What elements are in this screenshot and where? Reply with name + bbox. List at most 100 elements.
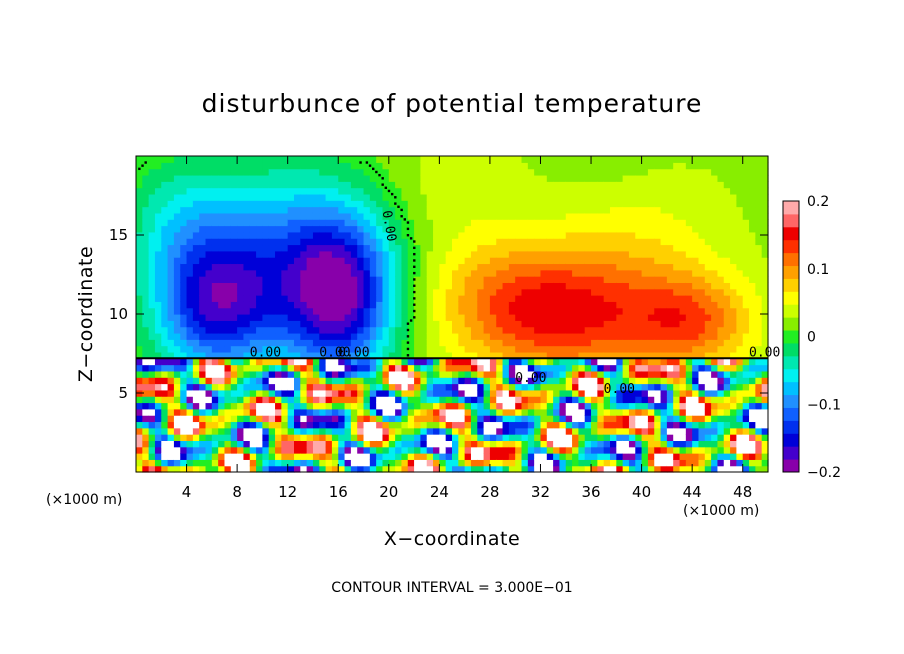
heatmap-cell bbox=[749, 276, 756, 283]
heatmap-cell bbox=[281, 168, 289, 176]
heatmap-cell bbox=[211, 415, 219, 423]
heatmap-cell bbox=[319, 434, 327, 441]
heatmap-cell bbox=[319, 156, 327, 163]
heatmap-cell bbox=[275, 453, 282, 460]
heatmap-cell bbox=[142, 257, 150, 265]
heatmap-cell bbox=[173, 358, 181, 366]
heatmap-cell bbox=[344, 377, 352, 385]
heatmap-cell bbox=[401, 212, 409, 220]
heatmap-cell bbox=[294, 402, 301, 410]
heatmap-cell bbox=[755, 212, 763, 220]
heatmap-cell bbox=[205, 434, 213, 441]
heatmap-cell bbox=[401, 332, 409, 340]
heatmap-cell bbox=[180, 427, 188, 435]
heatmap-cell bbox=[673, 276, 681, 283]
heatmap-cell bbox=[192, 370, 200, 378]
heatmap-cell bbox=[243, 276, 251, 283]
heatmap-cell bbox=[211, 307, 219, 315]
heatmap-cell bbox=[218, 181, 226, 189]
heatmap-cell bbox=[635, 358, 643, 366]
heatmap-cell bbox=[559, 320, 567, 328]
heatmap-cell bbox=[521, 453, 529, 460]
heatmap-cell bbox=[224, 326, 232, 334]
heatmap-cell bbox=[641, 181, 649, 189]
heatmap-cell bbox=[281, 156, 289, 163]
heatmap-cell bbox=[730, 459, 737, 467]
heatmap-cell bbox=[679, 307, 687, 315]
heatmap-cell bbox=[647, 345, 655, 353]
heatmap-cell bbox=[584, 288, 592, 296]
heatmap-cell bbox=[635, 162, 643, 170]
heatmap-cell bbox=[395, 276, 403, 283]
heatmap-cell bbox=[192, 345, 200, 353]
heatmap-cell bbox=[666, 459, 674, 467]
heatmap-cell bbox=[180, 377, 188, 385]
heatmap-cell bbox=[692, 200, 700, 208]
heatmap-cell bbox=[717, 250, 725, 258]
heatmap-cell bbox=[426, 244, 434, 252]
heatmap-cell bbox=[369, 320, 377, 328]
heatmap-cell bbox=[154, 200, 162, 208]
heatmap-cell bbox=[281, 301, 289, 309]
heatmap-cell bbox=[521, 408, 529, 416]
heatmap-cell bbox=[660, 434, 668, 441]
heatmap-cell bbox=[338, 415, 346, 423]
heatmap-cell bbox=[388, 193, 396, 201]
heatmap-cell bbox=[401, 345, 409, 353]
heatmap-cell bbox=[685, 181, 693, 189]
heatmap-cell bbox=[205, 364, 213, 372]
heatmap-cell bbox=[186, 244, 194, 252]
heatmap-cell bbox=[489, 257, 497, 265]
heatmap-cell bbox=[679, 408, 687, 416]
heatmap-cell bbox=[736, 174, 744, 182]
heatmap-cell bbox=[666, 231, 674, 239]
heatmap-cell bbox=[376, 231, 384, 239]
heatmap-cell bbox=[439, 370, 447, 378]
heatmap-cell bbox=[622, 219, 630, 227]
heatmap-cell bbox=[572, 320, 579, 328]
heatmap-cell bbox=[350, 231, 358, 239]
heatmap-cell bbox=[736, 345, 744, 353]
heatmap-cell bbox=[211, 200, 219, 208]
heatmap-cell bbox=[382, 370, 390, 378]
heatmap-cell bbox=[401, 193, 409, 201]
heatmap-cell bbox=[666, 187, 674, 195]
heatmap-cell bbox=[136, 212, 143, 220]
heatmap-cell bbox=[458, 156, 466, 163]
heatmap-cell bbox=[749, 250, 756, 258]
heatmap-cell bbox=[287, 187, 295, 195]
heatmap-cell bbox=[553, 446, 561, 454]
heatmap-cell bbox=[363, 389, 371, 397]
heatmap-cell bbox=[553, 345, 561, 353]
heatmap-cell bbox=[635, 307, 643, 315]
heatmap-cell bbox=[711, 434, 719, 441]
heatmap-cell bbox=[338, 434, 346, 441]
heatmap-cell bbox=[736, 212, 744, 220]
heatmap-cell bbox=[761, 181, 769, 189]
heatmap-cell bbox=[660, 282, 668, 290]
heatmap-cell bbox=[136, 225, 143, 233]
heatmap-cell bbox=[527, 358, 535, 366]
heatmap-cell bbox=[489, 434, 497, 441]
heatmap-cell bbox=[610, 250, 617, 258]
heatmap-cell bbox=[136, 193, 143, 201]
heatmap-cell bbox=[230, 276, 238, 283]
heatmap-cell bbox=[704, 408, 712, 416]
heatmap-cell bbox=[136, 459, 143, 467]
heatmap-cell bbox=[268, 301, 276, 309]
heatmap-cell bbox=[167, 282, 175, 290]
heatmap-cell bbox=[344, 408, 352, 416]
heatmap-cell bbox=[256, 206, 263, 214]
heatmap-cell bbox=[300, 238, 308, 246]
heatmap-cell bbox=[565, 181, 573, 189]
heatmap-cell bbox=[136, 206, 143, 214]
heatmap-cell bbox=[540, 263, 548, 271]
heatmap-cell bbox=[142, 408, 150, 416]
heatmap-cell bbox=[224, 231, 232, 239]
heatmap-cell bbox=[312, 276, 320, 283]
heatmap-cell bbox=[546, 269, 554, 277]
heatmap-cell bbox=[628, 168, 636, 176]
heatmap-cell bbox=[439, 219, 447, 227]
heatmap-cell bbox=[186, 295, 194, 302]
heatmap-cell bbox=[635, 181, 643, 189]
